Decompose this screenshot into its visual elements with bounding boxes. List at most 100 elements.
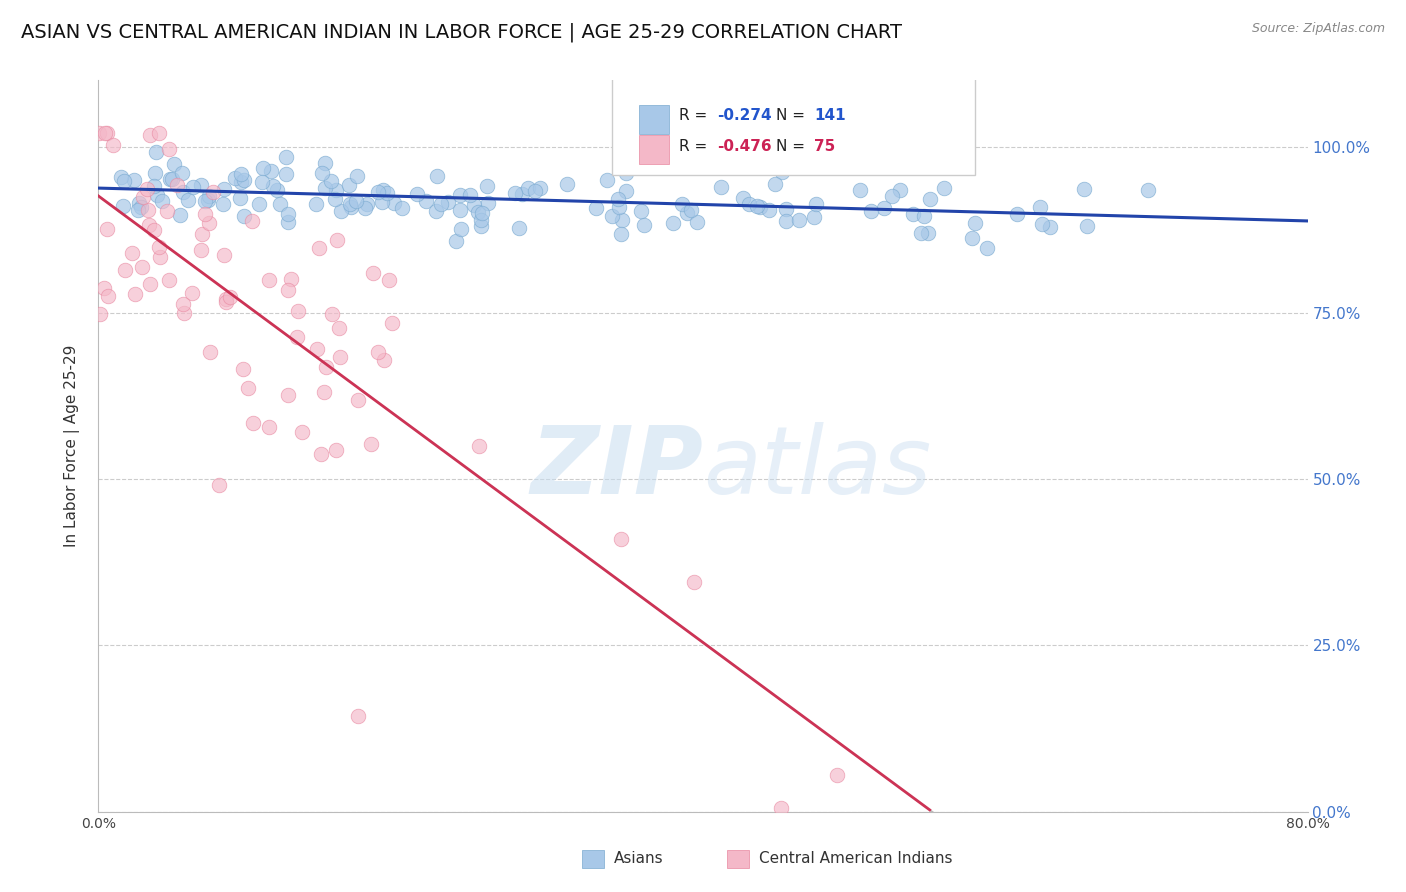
Point (148, 240, 170, 254)
Point (508, 221, 530, 235)
Point (212, 182, 235, 196)
Point (280, 271, 302, 285)
Point (224, 171, 246, 186)
Point (177, 193, 200, 207)
Point (197, 193, 219, 207)
Point (266, 183, 288, 197)
Point (277, 215, 299, 229)
Point (250, 174, 273, 188)
Point (463, 198, 485, 212)
Point (157, 273, 180, 287)
Point (277, 388, 299, 402)
Point (426, 169, 449, 183)
Text: N =: N = (776, 109, 810, 123)
Point (356, 197, 378, 211)
Text: Source: ZipAtlas.com: Source: ZipAtlas.com (1251, 22, 1385, 36)
Point (339, 197, 361, 211)
Point (406, 187, 429, 202)
Point (360, 437, 382, 451)
Point (585, 201, 607, 215)
Point (94, 127, 117, 141)
Point (193, 207, 215, 221)
Point (614, 184, 637, 198)
Point (277, 207, 299, 221)
Point (873, 201, 896, 215)
Point (1076, 219, 1098, 234)
Point (180, 286, 202, 301)
Point (330, 204, 353, 219)
Point (89, 127, 111, 141)
Point (381, 316, 404, 330)
Point (354, 201, 377, 215)
Point (361, 266, 384, 280)
Point (198, 188, 221, 202)
Point (124, 286, 146, 301)
Point (242, 416, 264, 430)
Point (173, 306, 195, 320)
Point (139, 277, 162, 291)
Point (889, 183, 911, 197)
Point (470, 219, 492, 234)
Text: ZIP: ZIP (530, 422, 703, 514)
Point (934, 181, 956, 195)
Point (305, 197, 328, 211)
Point (918, 192, 941, 206)
Point (681, 203, 703, 218)
Point (260, 164, 283, 178)
Point (325, 442, 347, 457)
Point (172, 166, 194, 180)
Point (291, 425, 314, 440)
Point (470, 213, 492, 227)
Point (444, 234, 467, 248)
Point (157, 142, 180, 156)
Point (596, 173, 619, 187)
Text: Asians: Asians (613, 851, 664, 866)
Point (193, 194, 215, 208)
FancyBboxPatch shape (613, 77, 976, 176)
Point (344, 194, 367, 208)
Point (207, 478, 229, 492)
Point (97, 289, 120, 303)
Point (89, 307, 111, 321)
Point (96, 222, 118, 236)
Text: R =: R = (679, 109, 711, 123)
Point (114, 263, 136, 277)
Point (131, 260, 153, 274)
Point (910, 227, 932, 241)
Point (124, 172, 146, 186)
Text: -0.476: -0.476 (717, 138, 772, 153)
Point (337, 178, 360, 193)
Point (763, 177, 786, 191)
Bar (638, 135, 669, 164)
Point (159, 171, 181, 186)
Point (136, 202, 159, 217)
Text: atlas: atlas (703, 423, 931, 514)
Point (215, 292, 238, 306)
Point (917, 226, 939, 240)
Text: R =: R = (679, 138, 711, 153)
Bar (638, 104, 669, 134)
Point (198, 217, 221, 231)
Point (745, 199, 768, 213)
Point (367, 345, 389, 359)
Point (172, 296, 194, 310)
Point (903, 207, 925, 221)
Point (391, 201, 413, 215)
Point (214, 248, 236, 262)
Text: Central American Indians: Central American Indians (759, 851, 952, 866)
Point (326, 233, 349, 247)
Point (201, 186, 224, 200)
Point (143, 166, 166, 180)
Point (152, 194, 174, 209)
Point (236, 381, 259, 395)
Point (375, 186, 398, 201)
Point (181, 180, 204, 194)
Point (738, 197, 761, 211)
Point (311, 166, 333, 180)
Point (633, 218, 655, 232)
Point (683, 575, 706, 590)
Point (600, 209, 623, 223)
Point (163, 157, 186, 171)
Point (190, 227, 212, 241)
Point (1039, 219, 1062, 234)
